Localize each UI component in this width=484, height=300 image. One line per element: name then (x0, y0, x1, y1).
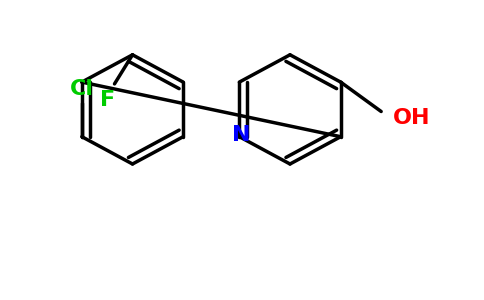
Text: OH: OH (393, 108, 430, 128)
Text: Cl: Cl (70, 79, 94, 99)
Text: N: N (232, 124, 251, 145)
Text: F: F (100, 90, 115, 110)
